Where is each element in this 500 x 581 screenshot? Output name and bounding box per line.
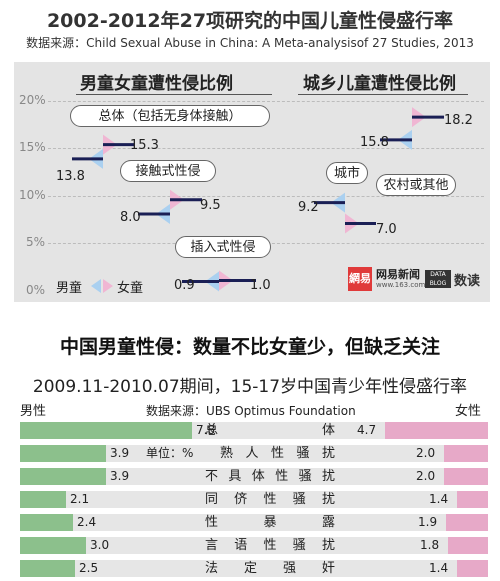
male-bar [20,514,73,531]
male-bar [20,537,86,554]
bar-row: 7.8 4.7 总体 [0,422,500,439]
bar-row-background [20,514,488,531]
bar-chart-title: 2009.11-2010.07期间，15-17岁中国青少年性侵盛行率 [32,377,468,397]
page-title: 2002-2012年27项研究的中国儿童性侵盛行率 [46,10,454,32]
headline: 中国男童性侵：数量不比女童少，但缺乏关注 [59,336,440,358]
left-title-underline [76,94,272,95]
male-value-label: 3.0 [90,538,110,552]
category-label: 总体 [205,423,335,438]
y-tick: 20% [19,93,46,107]
bar-row-background [20,445,488,462]
group-label-penetrative: 插入式性侵 [175,236,271,258]
data-blog-badge: DATA BLOG [425,270,451,288]
site-url: www.163.com [376,281,426,289]
male-bar [20,560,75,577]
female-bar [444,445,488,462]
y-tick: 5% [26,235,46,249]
value-label-male-rural: 15.8 [360,135,389,150]
female-bar [385,422,488,439]
site-name: 网易新闻 [376,268,420,281]
right-title-underline [298,94,468,95]
y-tick: 15% [19,140,46,154]
male-value-label: 3.9 [110,469,130,483]
male-bar [20,422,192,439]
male-value-label: 2.1 [70,492,90,506]
female-bar [457,491,488,508]
female-bar [448,537,488,554]
category-label: 熟人性骚扰 [220,446,335,461]
female-value-label: 4.7 [357,423,377,437]
female-value-label: 2.0 [416,469,436,483]
group-label-urban: 城市 [326,162,368,184]
source-line: 数据来源：Child Sexual Abuse in China: A Meta… [26,36,474,50]
category-label: 性暴露 [205,515,335,530]
female-bar [446,514,488,531]
bar-row-background [20,537,488,554]
male-bar [20,468,106,485]
value-label-male-urban: 9.2 [298,200,319,215]
female-value-label: 1.4 [429,561,449,575]
left-chart-title: 男童女童遭性侵比例 [80,74,233,94]
male-bar [20,445,106,462]
female-value-label: 1.4 [429,492,449,506]
legend-female-label: 女童 [117,281,144,296]
value-label-male-overall: 13.8 [56,169,85,184]
right-chart-title: 城乡儿童遭性侵比例 [303,74,456,94]
legend-male-label: 男童 [56,281,83,296]
female-value-label: 2.0 [416,446,436,460]
bar-row: 2.5 1.4 法定强奸 [0,560,500,577]
grid-line [48,101,484,102]
bar-row: 3.9 2.0 不具体性骚扰 [0,468,500,485]
bar-row: 3.0 1.8 言语性骚扰 [0,537,500,554]
bar-source: 数据来源：UBS Optimus Foundation [146,404,356,418]
bar-row-background [20,491,488,508]
male-header: 男性 [20,404,47,419]
male-value-label: 7.8 [196,423,216,437]
bar-row: 2.4 1.9 性暴露 [0,514,500,531]
value-label-female-overall: 15.3 [130,138,159,153]
grid-line [48,148,484,149]
y-tick: 0% [26,283,46,297]
female-header: 女性 [455,404,482,419]
group-label-overall: 总体（包括无身体接触） [70,105,270,127]
value-label-male-penetrative: 0.9 [174,278,195,293]
category-label: 法定强奸 [205,561,335,576]
value-label-female-contact: 9.5 [200,198,221,213]
legend-swatch-icon [91,279,113,293]
value-label-female-urban: 7.0 [376,222,397,237]
category-label: 言语性骚扰 [205,538,335,553]
male-value-label: 2.4 [77,515,97,529]
unit-label: 单位：% [146,446,194,460]
category-label: 同侪性骚扰 [205,492,335,507]
netease-logo: 網易 [348,267,372,291]
value-label-female-rural: 18.2 [444,113,473,128]
y-tick: 10% [19,188,46,202]
bar-row-background [20,560,488,577]
group-label-contact: 接触式性侵 [120,160,216,182]
female-value-label: 1.8 [420,538,440,552]
brand-name: 数读 [454,274,481,289]
male-value-label: 3.9 [110,446,130,460]
dot-chart-marks [72,107,444,292]
bar-row-background [20,468,488,485]
bar-row: 2.1 1.4 同侪性骚扰 [0,491,500,508]
female-bar [457,560,488,577]
bar-row: 3.9 2.0 单位：% 熟人性骚扰 [0,445,500,462]
value-label-female-penetrative: 1.0 [250,278,271,293]
group-label-rural: 农村或其他 [376,174,456,196]
female-value-label: 1.9 [418,515,438,529]
category-label: 不具体性骚扰 [205,469,335,484]
grid-line [48,196,484,197]
male-value-label: 2.5 [79,561,99,575]
male-bar [20,491,66,508]
value-label-male-contact: 8.0 [120,210,141,225]
female-bar [444,468,488,485]
